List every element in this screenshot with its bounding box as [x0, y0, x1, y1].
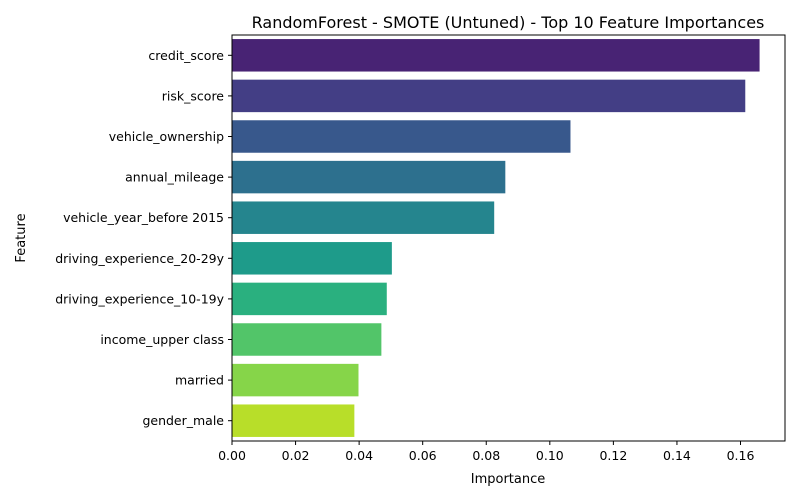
bars-group	[232, 39, 760, 437]
x-tick-label-4: 0.08	[472, 448, 500, 463]
bar-4	[232, 201, 495, 234]
y-tick-label-3: annual_mileage	[125, 170, 224, 185]
x-tick-label-5: 0.10	[536, 448, 564, 463]
y-tick-label-2: vehicle_ownership	[109, 129, 224, 144]
bar-1	[232, 79, 746, 113]
y-tick-label-7: income_upper class	[100, 332, 224, 347]
bar-5	[232, 242, 392, 275]
y-tick-label-6: driving_experience_10-19y	[55, 291, 224, 306]
chart-title: RandomForest - SMOTE (Untuned) - Top 10 …	[252, 13, 765, 32]
plot-frame	[231, 34, 786, 442]
bar-8	[232, 363, 359, 397]
y-tick-labels: credit_score risk_score vehicle_ownershipa…	[55, 48, 232, 428]
x-ticks: 0.00 0.02 0.04 0.06 0.08 0.10 0.12 0.14 0.16	[218, 441, 754, 463]
bar-0	[232, 39, 760, 72]
bar-2	[232, 120, 571, 153]
y-tick-label-1: risk_score	[162, 88, 225, 103]
y-tick-label-8: married	[175, 373, 224, 388]
bar-7	[232, 323, 382, 356]
x-axis-label: Importance	[471, 472, 546, 487]
x-tick-label-7: 0.14	[663, 448, 691, 463]
x-tick-label-0: 0.00	[218, 448, 246, 463]
y-axis-label: Feature	[14, 213, 29, 262]
y-tick-label-4: vehicle_year_before 2015	[63, 210, 224, 225]
y-tick-label-5: driving_experience_20-29y	[55, 251, 224, 266]
bar-6	[232, 282, 387, 316]
x-tick-label-8: 0.16	[727, 448, 755, 463]
bar-9	[232, 404, 355, 437]
x-tick-label-6: 0.12	[599, 448, 627, 463]
x-tick-label-2: 0.04	[345, 448, 373, 463]
x-tick-label-1: 0.02	[282, 448, 310, 463]
x-tick-label-3: 0.06	[409, 448, 437, 463]
y-tick-label-9: gender_male	[142, 413, 224, 428]
bar-3	[232, 160, 506, 194]
y-tick-label-0: credit_score	[148, 48, 224, 63]
